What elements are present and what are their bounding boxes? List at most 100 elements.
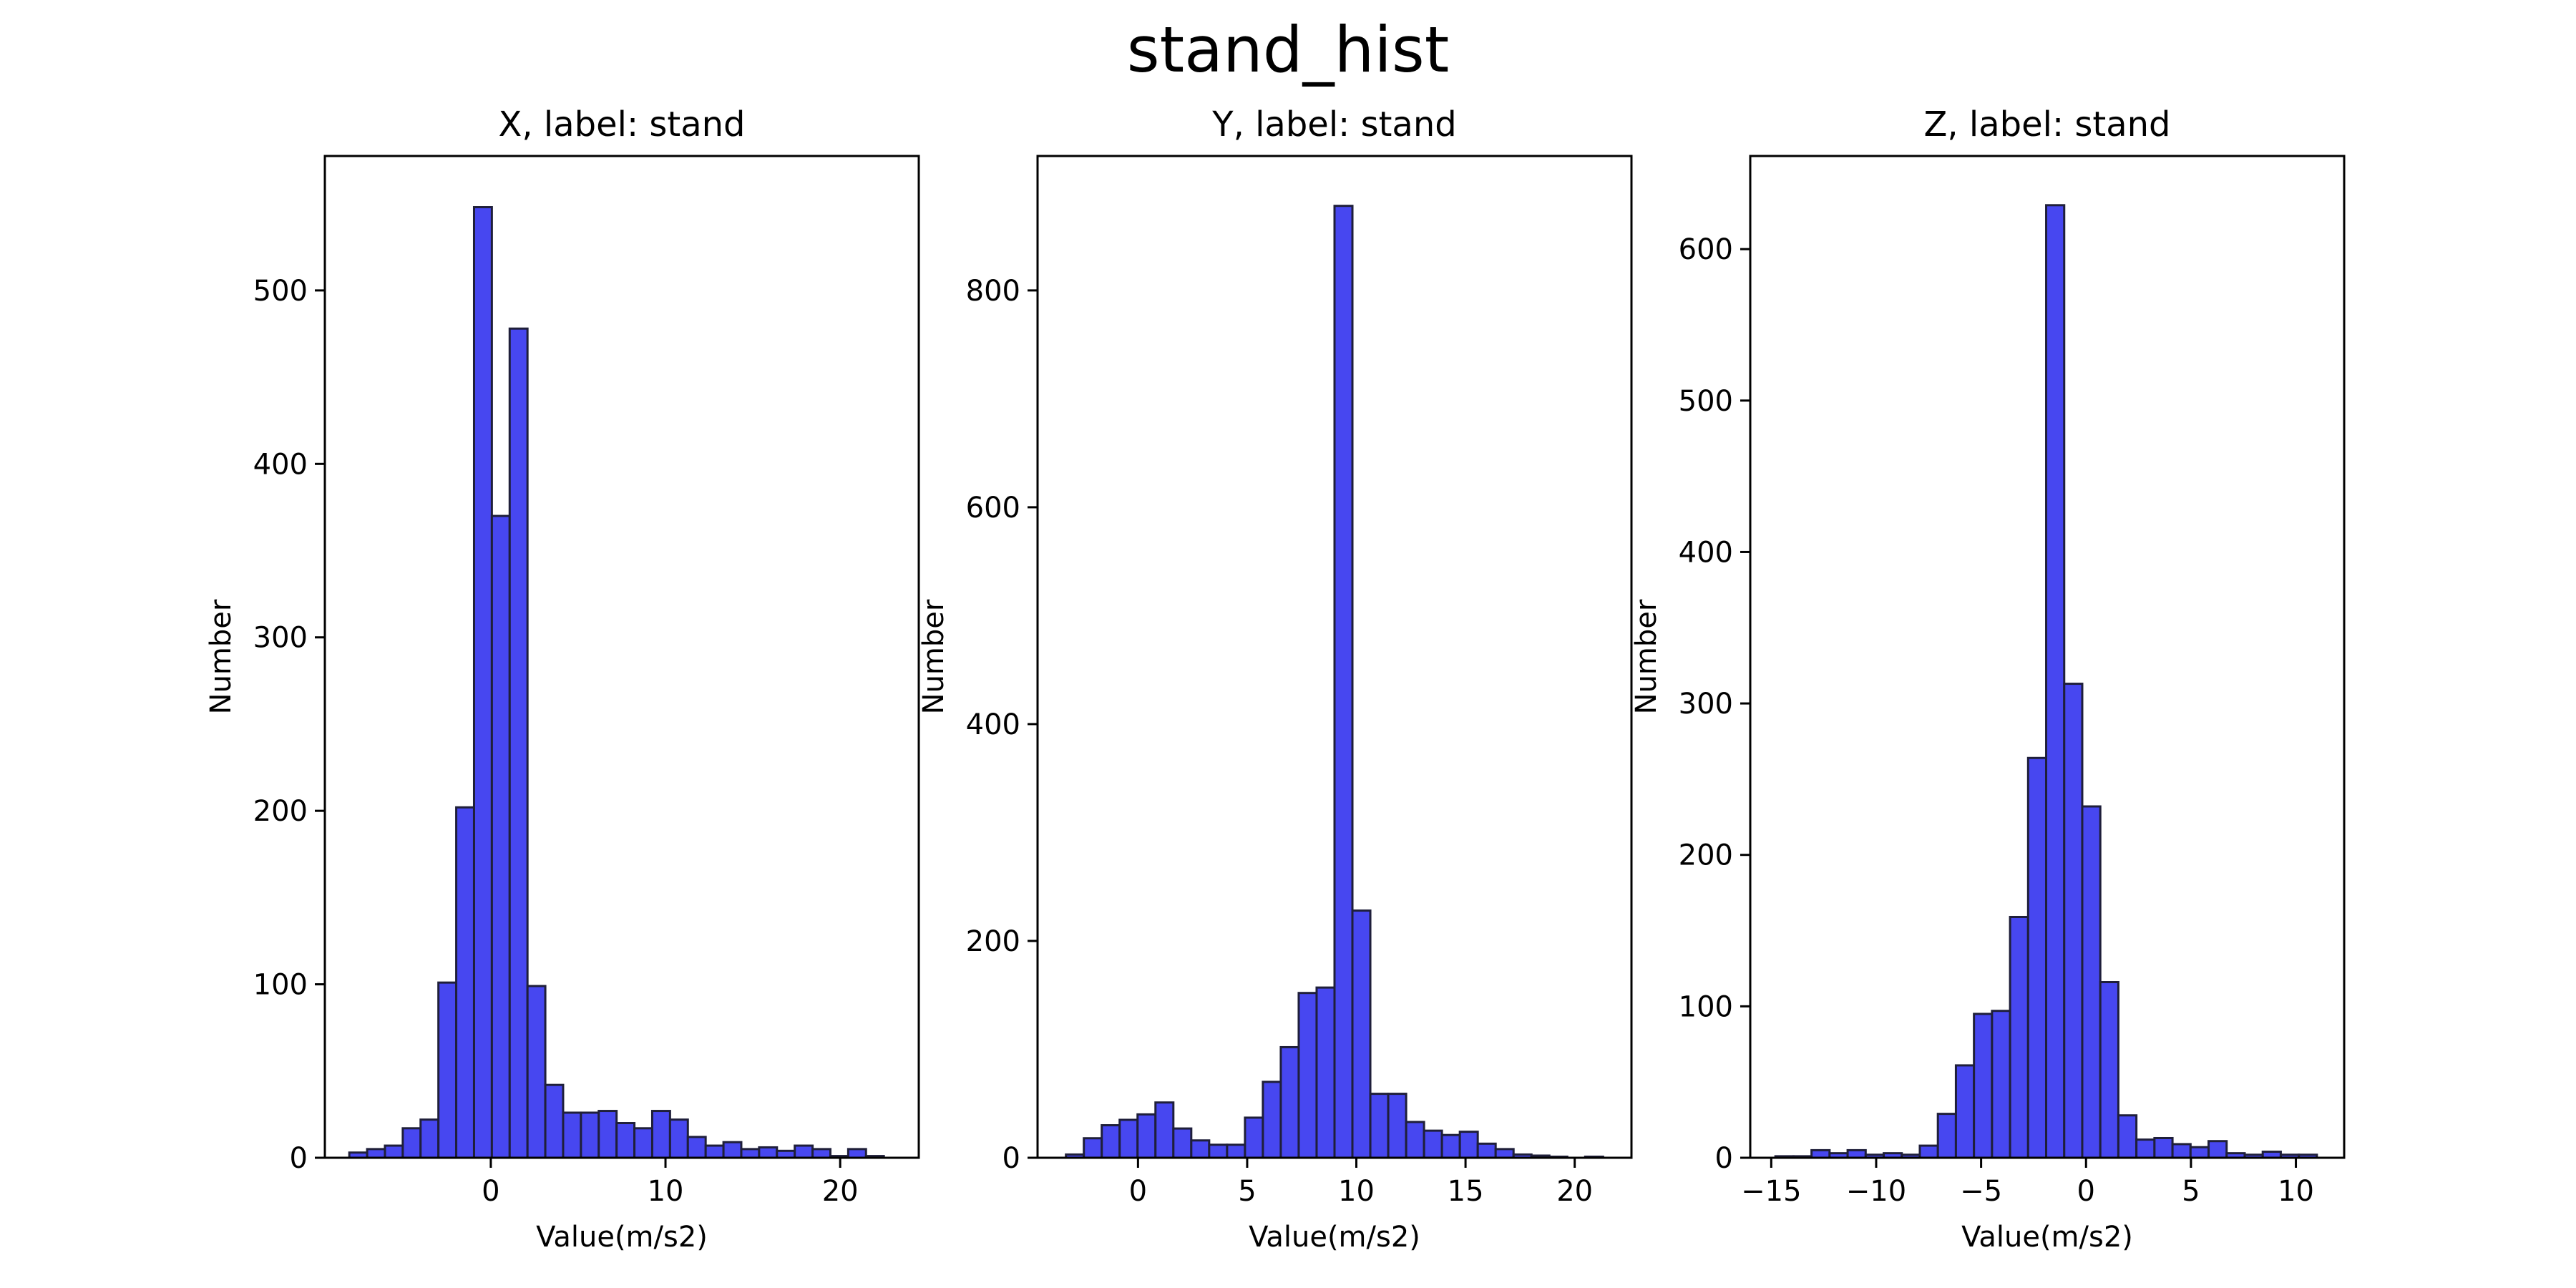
panel-y-bar	[1136, 1113, 1157, 1159]
panel-x-bar	[740, 1148, 761, 1159]
panel-z-ytick-label: 300	[1679, 688, 1733, 721]
panel-x-ytick-label: 0	[290, 1142, 308, 1175]
panel-x-bar	[633, 1127, 653, 1159]
panel-y-xtick-label: 15	[1448, 1175, 1484, 1208]
panel-z-bar	[1973, 1013, 1994, 1159]
panel-y-bar	[1297, 992, 1318, 1159]
panel-x-bar	[615, 1122, 636, 1159]
panel-x-ylabel: Number	[205, 599, 238, 714]
panel-y-bar	[1369, 1093, 1390, 1159]
panel-z-histogram: −15 −10 −5 0 5 10 0 100 200 300 400 500 600 Z, labe…	[1630, 104, 2346, 1254]
panel-y-bar	[1226, 1143, 1246, 1159]
panel-z-xtick-label: −10	[1846, 1175, 1906, 1208]
panel-x-bar	[811, 1148, 831, 1159]
panel-x-ytick-label: 500	[253, 275, 308, 308]
panel-x-bar	[544, 1083, 565, 1159]
panel-z-title: Z, label: stand	[1923, 104, 2170, 145]
panel-x-bar	[847, 1148, 867, 1159]
panel-y-bar	[1244, 1116, 1264, 1159]
panel-x-bar	[722, 1141, 743, 1159]
panel-y-bar	[1458, 1131, 1479, 1159]
panel-x-bar	[580, 1111, 600, 1159]
panel-y-title: Y, label: stand	[1211, 104, 1456, 145]
panel-z-bar	[2153, 1136, 2174, 1159]
panel-y-ylabel: Number	[917, 599, 950, 714]
panel-x-bar	[366, 1148, 386, 1159]
panel-y-bar	[1101, 1124, 1121, 1159]
panel-y-bar	[1208, 1143, 1229, 1159]
panel-x-ytick-label: 400	[253, 448, 308, 481]
panel-z-ytick-label: 500	[1679, 385, 1733, 418]
panel-z-ytick-label: 100	[1679, 990, 1733, 1023]
panel-z-bar	[2189, 1146, 2210, 1159]
panel-z-bar	[2135, 1138, 2156, 1159]
panel-y-bar	[1494, 1148, 1515, 1159]
panel-y-xtick-label: 5	[1238, 1175, 1256, 1208]
panel-x-xtick-label: 10	[648, 1175, 684, 1208]
panel-z-bar	[1810, 1148, 1831, 1159]
panel-z-bar	[1936, 1113, 1957, 1159]
panel-y-bar	[1172, 1127, 1193, 1159]
panel-z-xtick-label: 5	[2182, 1175, 2200, 1208]
panel-y-bar	[1351, 909, 1372, 1159]
panel-x-bar	[508, 327, 529, 1159]
panel-z-ylabel: Number	[1630, 599, 1663, 714]
panel-y-xtick-label: 20	[1556, 1175, 1593, 1208]
panel-y-bar	[1315, 986, 1336, 1159]
panel-z-bar	[1846, 1148, 1867, 1159]
panel-x-ytick-label: 100	[253, 969, 308, 1002]
panel-y-bar	[1190, 1139, 1211, 1159]
panel-y-bar	[1440, 1133, 1461, 1159]
panel-x-bar	[437, 981, 458, 1159]
panel-x-ytick-label: 300	[253, 622, 308, 655]
panel-z-bar	[2171, 1143, 2192, 1159]
panel-x-bar	[384, 1144, 404, 1159]
panel-z-bar	[2009, 915, 2029, 1159]
panel-x-bar	[704, 1144, 725, 1159]
panel-x-bar	[401, 1127, 422, 1159]
panel-z-xlabel: Value(m/s2)	[1961, 1221, 2133, 1254]
panel-y-ytick-label: 600	[966, 492, 1020, 525]
panel-x-xtick-label: 0	[482, 1175, 499, 1208]
panel-x-frame	[323, 155, 920, 1159]
panel-z-bar	[2063, 683, 2084, 1159]
panel-y-histogram: 0 5 10 15 20 0 200 400 600 800 Y, label: stand V…	[917, 104, 1633, 1254]
panel-x-title: X, label: stand	[498, 104, 745, 145]
panel-y-ytick-label: 800	[966, 275, 1020, 308]
panel-x-bar	[490, 514, 511, 1159]
panel-x-bar	[794, 1144, 814, 1159]
panel-z-ytick-label: 600	[1679, 233, 1733, 266]
panel-z-frame	[1749, 155, 2346, 1159]
panel-z-bar	[2207, 1140, 2228, 1159]
panel-x-bar	[455, 806, 475, 1159]
panel-y-bar	[1262, 1080, 1282, 1159]
panel-z-bar	[2081, 805, 2102, 1159]
panel-y-bar	[1405, 1121, 1425, 1159]
panel-y-bar	[1423, 1129, 1443, 1159]
figure-suptitle: stand_hist	[1127, 13, 1449, 87]
panel-z-bar	[1991, 1010, 2011, 1159]
panel-z-xtick-label: −15	[1741, 1175, 1801, 1208]
panel-x-bar	[758, 1146, 779, 1159]
panel-z-bar	[2026, 756, 2048, 1159]
panel-z-xtick-label: 0	[2077, 1175, 2095, 1208]
panel-x-bar	[419, 1118, 440, 1159]
panel-x-bar	[526, 985, 547, 1159]
panel-y-bar	[1279, 1045, 1300, 1159]
panel-y-bar	[1387, 1093, 1407, 1159]
panel-x-ytick-label: 200	[253, 795, 308, 828]
panel-y-bar	[1154, 1101, 1175, 1159]
panel-x-bar	[562, 1111, 582, 1159]
panel-x-bar	[472, 206, 493, 1159]
panel-x-histogram: 0 10 20 0 100 200 300 400 500 X, label: stand V…	[205, 104, 920, 1254]
panel-x-bar	[686, 1136, 707, 1159]
panel-z-xtick-label: −5	[1960, 1175, 2002, 1208]
panel-x-bar	[668, 1118, 689, 1159]
panel-z-ytick-label: 0	[1715, 1142, 1733, 1175]
panel-y-ytick-label: 400	[966, 708, 1020, 741]
panel-z-bar	[1918, 1144, 1939, 1159]
panel-z-bar	[1954, 1064, 1976, 1159]
panel-x-xtick-label: 20	[822, 1175, 859, 1208]
panel-z-ytick-label: 400	[1679, 536, 1733, 569]
